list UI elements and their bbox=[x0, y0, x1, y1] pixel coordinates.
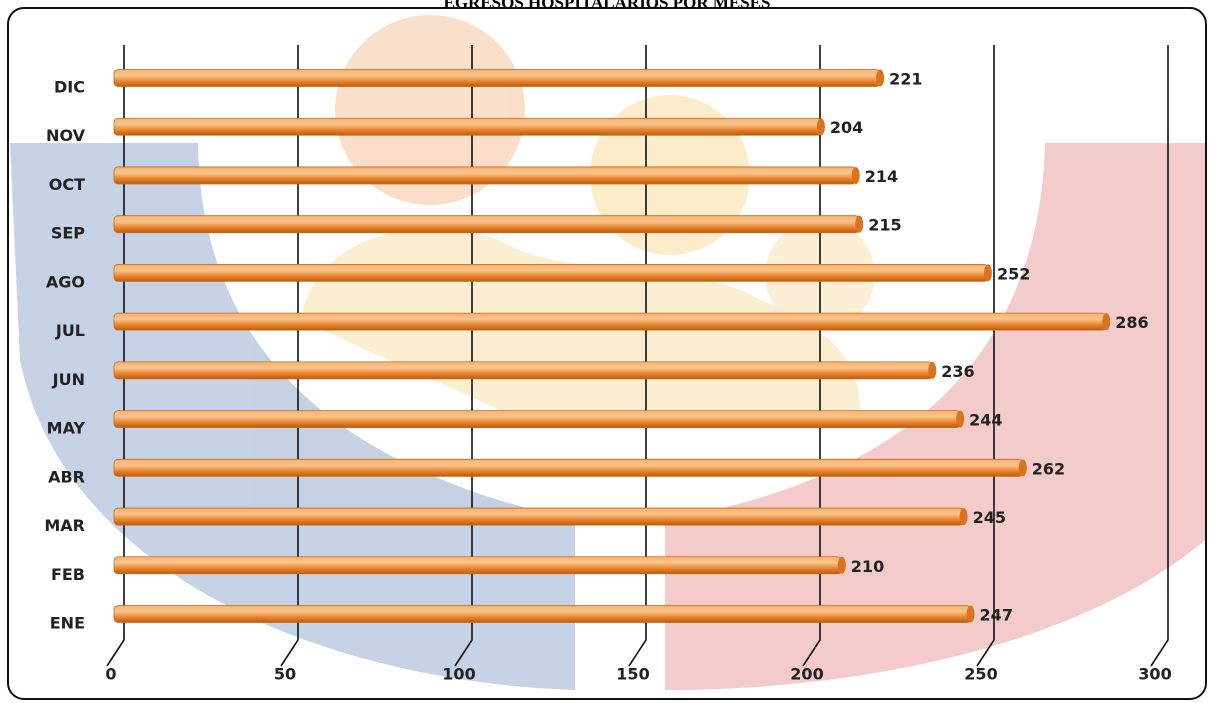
grid-line bbox=[106, 45, 125, 667]
bar-cap bbox=[816, 118, 825, 136]
value-label: 215 bbox=[868, 216, 901, 235]
value-label: 221 bbox=[889, 70, 922, 89]
x-tick-label: 0 bbox=[105, 665, 116, 684]
y-tick-label: NOV bbox=[46, 126, 86, 145]
value-label: 214 bbox=[865, 167, 898, 186]
bar bbox=[113, 556, 843, 575]
value-label: 236 bbox=[941, 362, 974, 381]
bar bbox=[113, 117, 822, 136]
x-tick-label: 200 bbox=[790, 665, 823, 684]
bar-cap bbox=[956, 410, 965, 428]
bar bbox=[113, 166, 857, 185]
bar-cap bbox=[928, 361, 937, 379]
x-tick-label: 150 bbox=[616, 665, 649, 684]
bar bbox=[113, 69, 881, 87]
x-tick-label: 300 bbox=[1138, 665, 1171, 684]
y-tick-label: JUL bbox=[55, 321, 85, 340]
y-tick-label: DIC bbox=[54, 78, 85, 97]
bar-cap bbox=[959, 508, 968, 526]
bar bbox=[113, 410, 961, 428]
value-label: 244 bbox=[969, 411, 1002, 430]
value-label: 286 bbox=[1115, 313, 1148, 332]
grid-line bbox=[1150, 45, 1169, 667]
bar bbox=[113, 361, 933, 380]
y-tick-label: MAR bbox=[44, 516, 85, 535]
bar bbox=[113, 264, 989, 282]
chart-border bbox=[7, 7, 1207, 700]
bar bbox=[113, 507, 964, 526]
grid-line bbox=[628, 45, 647, 667]
y-tick-label: ENE bbox=[50, 614, 85, 633]
x-tick-label: 100 bbox=[442, 665, 475, 684]
y-tick-label: JUN bbox=[52, 370, 85, 389]
bar-cap bbox=[1102, 313, 1111, 331]
grid-line bbox=[454, 45, 473, 667]
bar-cap bbox=[966, 605, 975, 623]
y-tick-label: OCT bbox=[49, 175, 85, 194]
value-label: 245 bbox=[973, 508, 1006, 527]
bar-cap bbox=[876, 69, 885, 87]
chart-title: EGRESOS HOSPITALARIOS POR MESES bbox=[443, 0, 770, 12]
grid-line bbox=[802, 45, 821, 667]
grid-line bbox=[280, 45, 299, 667]
y-tick-label: SEP bbox=[51, 224, 85, 243]
bar-cap bbox=[983, 264, 992, 282]
bar-cap bbox=[1018, 459, 1027, 477]
bar bbox=[113, 605, 971, 623]
value-label: 204 bbox=[830, 118, 863, 137]
y-tick-label: AGO bbox=[46, 272, 85, 291]
bar bbox=[113, 312, 1107, 331]
bar-cap bbox=[855, 215, 864, 233]
bar bbox=[113, 215, 860, 234]
x-tick-label: 250 bbox=[964, 665, 997, 684]
value-label: 210 bbox=[851, 557, 884, 576]
value-label: 252 bbox=[997, 264, 1030, 283]
y-tick-label: ABR bbox=[48, 467, 85, 486]
y-tick-label: MAY bbox=[47, 419, 86, 438]
bar bbox=[113, 458, 1024, 477]
value-label: 262 bbox=[1032, 459, 1065, 478]
grid-line bbox=[976, 45, 995, 667]
bar-cap bbox=[837, 556, 846, 574]
value-label: 247 bbox=[980, 606, 1013, 625]
watermark bbox=[10, 15, 1205, 690]
y-tick-label: FEB bbox=[51, 565, 85, 584]
bar-cap bbox=[851, 166, 860, 184]
x-tick-label: 50 bbox=[274, 665, 296, 684]
